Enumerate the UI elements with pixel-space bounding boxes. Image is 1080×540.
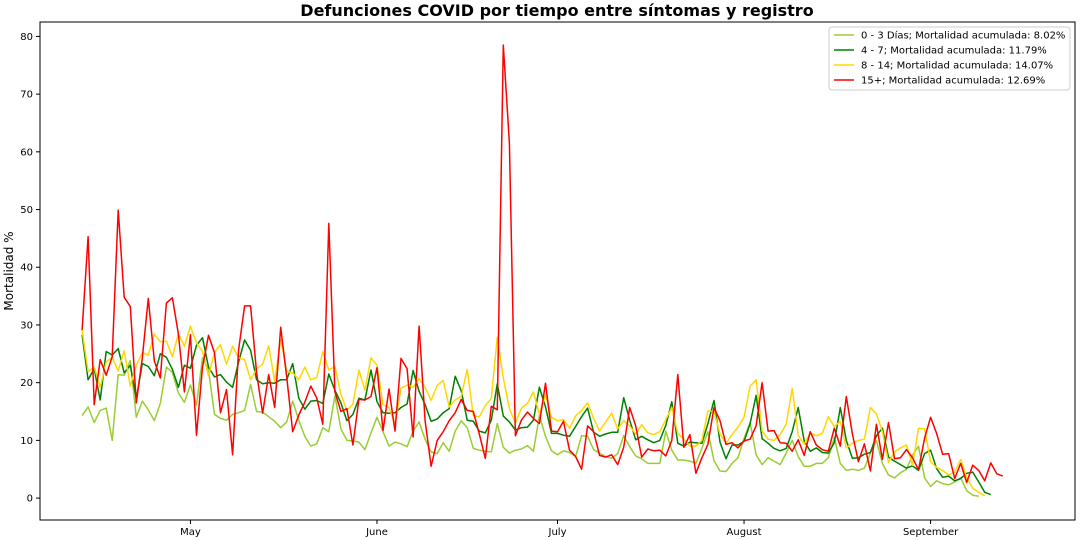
x-tick-label: June (365, 527, 388, 538)
x-tick-label: May (180, 527, 201, 538)
y-tick-label: 70 (20, 90, 33, 101)
legend-label: 15+; Mortalidad acumulada: 12.69% (861, 76, 1045, 87)
y-axis: 0 10 20 30 40 50 60 70 80 (20, 32, 40, 505)
chart-title: Defunciones COVID por tiempo entre sínto… (300, 1, 813, 20)
series-line-3 (81, 325, 986, 497)
x-tick-label: August (727, 527, 762, 538)
y-tick-label: 10 (20, 436, 33, 447)
y-tick-label: 80 (20, 32, 33, 43)
series-line-2 (81, 334, 992, 496)
x-tick-label: July (548, 527, 567, 538)
series-lines (81, 44, 1004, 498)
legend-frame (828, 26, 1071, 91)
x-tick-label: September (903, 527, 959, 538)
legend-label: 0 - 3 Días; Mortalidad acumulada: 8.02% (861, 30, 1065, 42)
series-line-4 (81, 44, 1004, 484)
legend-label: 8 - 14; Mortalidad acumulada: 14.07% (861, 61, 1053, 72)
x-axis: May June July August September (180, 520, 959, 538)
y-tick-label: 20 (20, 378, 33, 389)
legend: 0 - 3 Días; Mortalidad acumulada: 8.02% 4… (828, 26, 1071, 91)
legend-label: 4 - 7; Mortalidad acumulada: 11.79% (861, 46, 1047, 57)
y-axis-label: Mortalidad % (2, 231, 16, 310)
y-tick-label: 50 (20, 205, 33, 216)
y-tick-label: 60 (20, 147, 33, 158)
plot-frame (39, 21, 1076, 521)
y-tick-label: 30 (20, 320, 33, 331)
series-line-1 (81, 357, 979, 498)
y-tick-label: 0 (27, 494, 33, 505)
y-tick-label: 40 (20, 263, 33, 274)
